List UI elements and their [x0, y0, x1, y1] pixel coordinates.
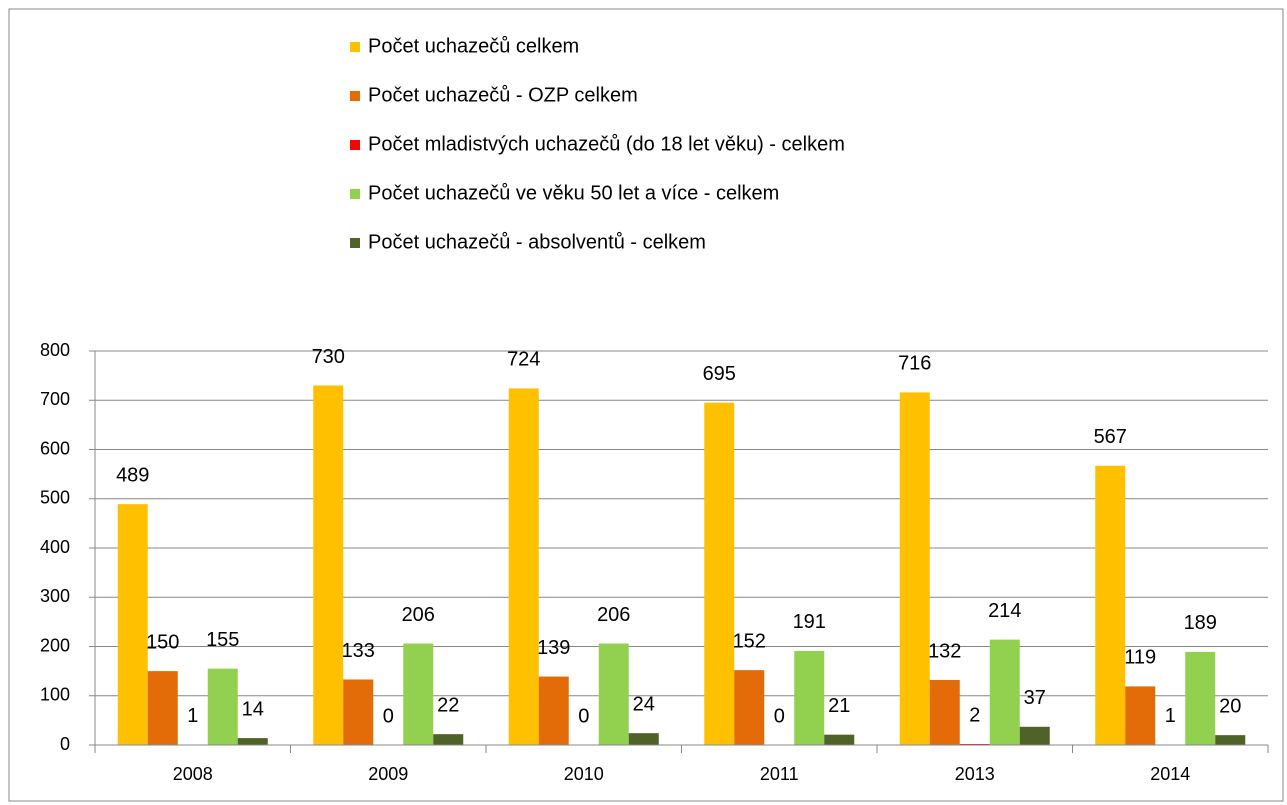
legend-label: Počet uchazečů ve věku 50 let a více - c…: [368, 182, 779, 204]
x-tick-label: 2010: [564, 764, 604, 784]
value-label: 133: [342, 640, 375, 662]
bar: [1215, 735, 1246, 745]
x-tick-label: 2011: [760, 764, 799, 784]
value-label: 2: [969, 704, 980, 726]
value-label: 37: [1024, 687, 1046, 709]
value-label: 1: [1165, 705, 1176, 727]
value-label: 489: [116, 464, 149, 486]
y-tick-label: 600: [40, 438, 70, 458]
value-label: 191: [793, 611, 826, 633]
value-label: 22: [437, 694, 459, 716]
value-label: 206: [597, 604, 630, 626]
bar: [1185, 651, 1216, 745]
y-tick-label: 700: [40, 389, 70, 409]
value-label: 724: [507, 349, 540, 371]
y-tick-label: 800: [40, 340, 70, 360]
value-label: 0: [774, 705, 785, 727]
value-label: 24: [633, 693, 655, 715]
bar: [343, 679, 374, 745]
value-label: 132: [928, 640, 961, 662]
value-label: 119: [1124, 647, 1156, 669]
x-tick-label: 2013: [955, 764, 995, 784]
y-tick-label: 500: [40, 488, 70, 508]
bar: [403, 643, 434, 745]
x-tick-label: 2009: [368, 764, 408, 784]
legend-label: Počet uchazečů - OZP celkem: [368, 84, 638, 106]
x-tick-label: 2014: [1150, 764, 1190, 784]
value-label: 695: [703, 363, 736, 385]
bar: [734, 670, 765, 745]
bar: [989, 639, 1020, 745]
value-label: 20: [1219, 695, 1241, 717]
bar: [538, 676, 569, 745]
bar: [824, 734, 855, 745]
legend-swatch: [350, 140, 360, 150]
y-tick-label: 0: [60, 734, 70, 754]
bar: [433, 734, 464, 745]
bar: [899, 392, 930, 745]
value-label: 716: [898, 353, 931, 375]
value-label: 0: [578, 705, 589, 727]
bar: [117, 504, 148, 745]
legend-label: Počet uchazečů - absolventů - celkem: [368, 231, 706, 253]
bar: [1095, 465, 1126, 745]
value-label: 152: [733, 630, 766, 652]
bar: [207, 668, 238, 745]
value-label: 21: [828, 695, 850, 717]
value-label: 189: [1184, 612, 1217, 634]
legend-swatch: [350, 238, 360, 248]
value-label: 567: [1094, 426, 1127, 448]
bar: [628, 733, 659, 745]
y-tick-label: 300: [40, 586, 70, 606]
y-tick-label: 200: [40, 635, 70, 655]
bar: [508, 388, 539, 745]
value-label: 1: [187, 705, 198, 727]
y-tick-label: 100: [40, 685, 70, 705]
bar: [704, 402, 735, 745]
bar: [313, 385, 344, 745]
value-label: 730: [312, 346, 345, 368]
bar: [794, 650, 825, 745]
legend-label: Počet uchazečů celkem: [368, 35, 579, 57]
legend-swatch: [350, 189, 360, 199]
value-label: 150: [146, 631, 179, 653]
legend-swatch: [350, 91, 360, 101]
bar: [147, 671, 178, 745]
bar: [929, 679, 960, 745]
value-label: 206: [402, 604, 435, 626]
x-tick-label: 2008: [173, 764, 213, 784]
legend-swatch: [350, 42, 360, 52]
legend-label: Počet mladistvých uchazečů (do 18 let vě…: [368, 133, 845, 155]
chart-border: [8, 8, 1284, 802]
value-label: 155: [206, 629, 239, 651]
bar: [1125, 686, 1156, 745]
y-tick-label: 400: [40, 537, 70, 557]
bar: [237, 738, 268, 745]
value-label: 14: [242, 698, 264, 720]
value-label: 214: [988, 600, 1021, 622]
value-label: 0: [383, 705, 394, 727]
bar: [1019, 726, 1050, 745]
bar: [598, 643, 629, 745]
value-label: 139: [537, 637, 570, 659]
